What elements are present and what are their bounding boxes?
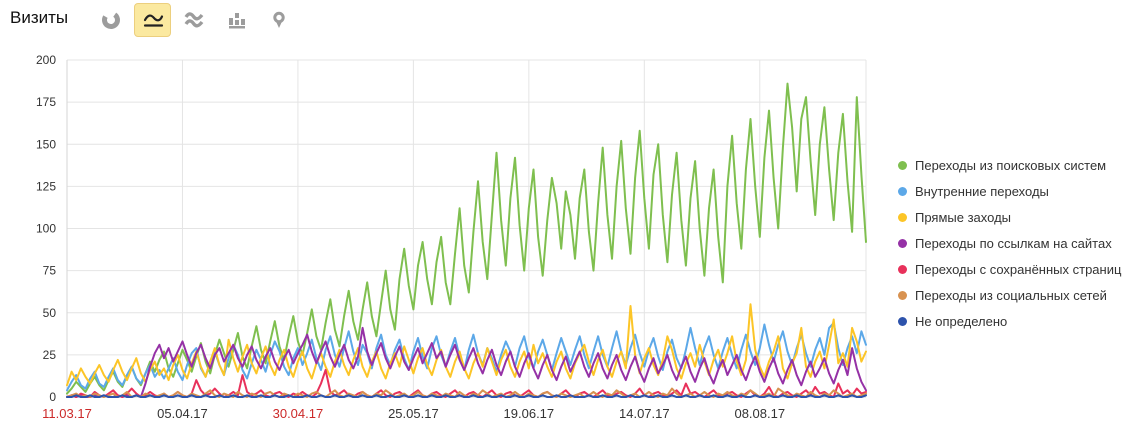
svg-text:175: 175: [36, 95, 56, 109]
legend-dot: [898, 264, 907, 274]
legend-dot: [898, 316, 907, 326]
line-chart-svg[interactable]: 0 25 50 75 100 125 150 175 200 11.03.17 05.04.17 30…: [0, 52, 890, 430]
column-chart-icon: [227, 10, 247, 30]
chart-type-line-button[interactable]: [134, 3, 171, 37]
svg-text:50: 50: [43, 306, 57, 320]
legend-dot: [898, 212, 907, 222]
svg-text:14.07.17: 14.07.17: [619, 406, 670, 421]
svg-text:75: 75: [43, 264, 57, 278]
legend-label: Переходы по ссылкам на сайтах: [915, 235, 1112, 251]
svg-text:125: 125: [36, 179, 56, 193]
legend-label: Переходы из социальных сетей: [915, 287, 1107, 303]
page-title: Визиты: [10, 8, 69, 27]
svg-text:25.05.17: 25.05.17: [388, 406, 439, 421]
svg-text:200: 200: [36, 53, 56, 67]
svg-text:150: 150: [36, 137, 56, 151]
svg-text:0: 0: [49, 390, 56, 404]
svg-text:08.08.17: 08.08.17: [734, 406, 785, 421]
legend-label: Переходы из поисковых систем: [915, 157, 1107, 173]
legend-label: Прямые заходы: [915, 209, 1012, 225]
chart-type-stacked-area-button[interactable]: [176, 3, 213, 37]
legend-item[interactable]: Переходы из социальных сетей: [898, 282, 1141, 308]
legend-label: Не определено: [915, 313, 1008, 329]
legend-dot: [898, 186, 907, 196]
chart-area[interactable]: 0 25 50 75 100 125 150 175 200 11.03.17 05.04.17 30…: [0, 52, 890, 430]
legend-dot: [898, 290, 907, 300]
chart-type-toolbar: [92, 3, 297, 37]
legend-label: Внутренние переходы: [915, 183, 1049, 199]
legend-label: Переходы с сохранённых страниц: [915, 261, 1122, 277]
svg-text:11.03.17: 11.03.17: [42, 406, 92, 421]
chart-legend: Переходы из поисковых систем Внутренние п…: [898, 152, 1141, 334]
legend-item[interactable]: Внутренние переходы: [898, 178, 1141, 204]
legend-dot: [898, 238, 907, 248]
legend-item[interactable]: Переходы с сохранённых страниц: [898, 256, 1141, 282]
line-chart-icon: [141, 10, 165, 30]
svg-text:19.06.17: 19.06.17: [504, 406, 555, 421]
chart-type-column-button[interactable]: [218, 3, 255, 37]
map-pin-icon: [269, 10, 289, 30]
legend-item[interactable]: Переходы по ссылкам на сайтах: [898, 230, 1141, 256]
chart-type-map-button[interactable]: [260, 3, 297, 37]
chart-type-pie-button[interactable]: [92, 3, 129, 37]
pie-chart-icon: [101, 10, 121, 30]
stacked-area-icon: [184, 10, 206, 30]
legend-item[interactable]: Переходы из поисковых систем: [898, 152, 1141, 178]
legend-item[interactable]: Не определено: [898, 308, 1141, 334]
svg-text:25: 25: [43, 348, 57, 362]
svg-text:30.04.17: 30.04.17: [273, 406, 324, 421]
legend-item[interactable]: Прямые заходы: [898, 204, 1141, 230]
svg-text:05.04.17: 05.04.17: [157, 406, 208, 421]
legend-dot: [898, 160, 907, 170]
svg-text:100: 100: [36, 222, 56, 236]
